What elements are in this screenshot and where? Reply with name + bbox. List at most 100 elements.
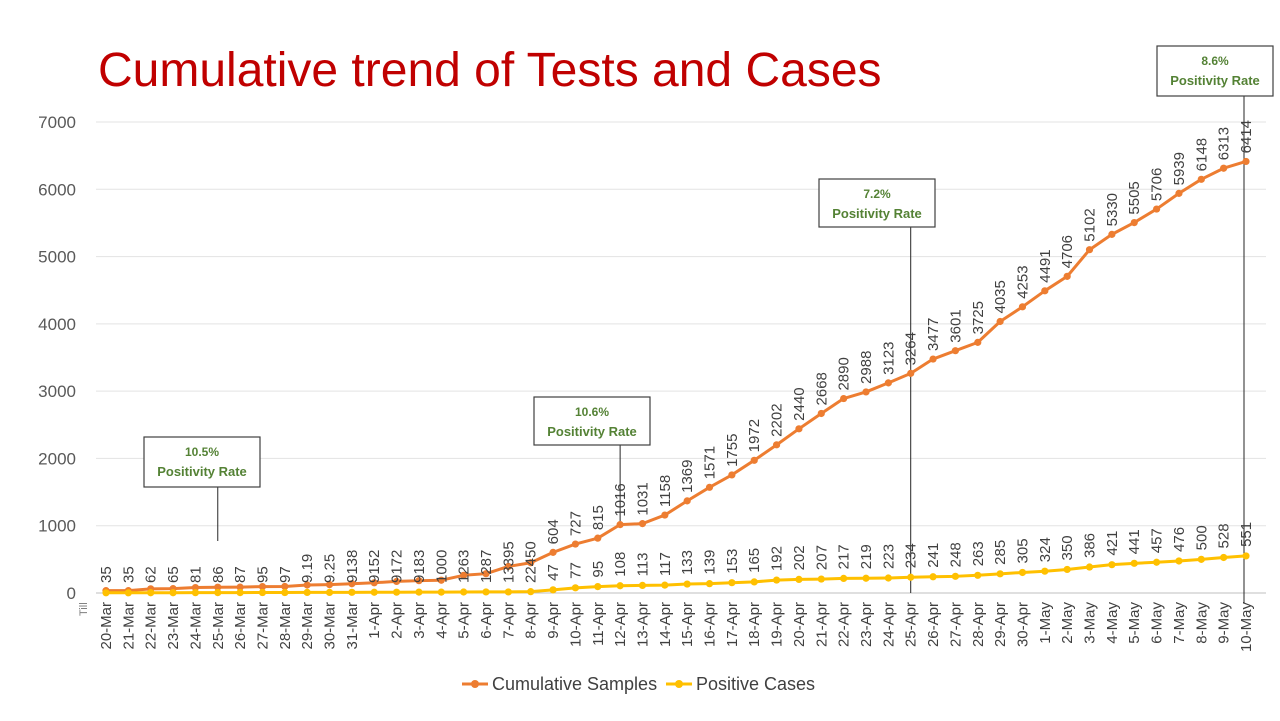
data-point: [258, 588, 267, 597]
x-tick-label: 12-Apr: [612, 602, 629, 647]
data-label: 77: [567, 562, 584, 579]
data-label: 500: [1193, 525, 1210, 550]
data-label: 350: [1059, 535, 1076, 560]
data-label: 62: [143, 566, 160, 583]
data-point: [683, 497, 691, 505]
data-point: [437, 576, 445, 584]
data-point: [929, 355, 937, 363]
data-point: [392, 588, 401, 596]
data-label: 727: [567, 511, 584, 536]
data-point: [1242, 552, 1250, 560]
data-point: [1220, 553, 1228, 562]
data-point: [124, 589, 132, 597]
data-point: [594, 534, 602, 542]
series-layer: [102, 157, 1250, 597]
data-point: [303, 588, 311, 596]
x-tick-label: 10-May: [1238, 602, 1255, 653]
data-label: 263: [970, 541, 987, 566]
data-point: [258, 583, 267, 591]
x-axis: 20-Mar 21-Mar 22-Mar 23-Mar 24-Mar 25-Mar 26-M…: [98, 602, 1255, 653]
x-tick-label: 14-Apr: [657, 602, 674, 647]
data-label: 5505: [1126, 181, 1143, 214]
chart-title: Cumulative trend of Tests and Cases: [98, 44, 882, 97]
x-tick-label: 24-Mar: [187, 602, 204, 650]
data-point: [750, 456, 758, 464]
data-label: 9152: [366, 550, 383, 583]
legend-item-cumulative-samples: Cumulative Samples: [462, 674, 657, 694]
data-label: 219: [858, 544, 875, 569]
data-point: [549, 586, 557, 594]
data-point: [549, 548, 557, 556]
data-point: [527, 559, 535, 567]
data-label: 1263: [456, 550, 473, 583]
data-label: 1972: [746, 419, 763, 452]
series-line-positive-cases: [106, 554, 1247, 595]
data-label: 95: [254, 566, 271, 583]
data-point: [1197, 175, 1205, 183]
x-tick-label: 1-Apr: [366, 602, 383, 639]
data-point: [616, 582, 624, 590]
data-point: [348, 580, 356, 588]
data-point: [974, 571, 982, 579]
callout-box: 7.2% Positivity Rate: [818, 178, 936, 228]
data-point: [460, 571, 468, 579]
data-label: 1000: [433, 550, 450, 583]
x-tick-label: 2-May: [1059, 602, 1076, 644]
data-point: [102, 589, 110, 597]
data-label: 192: [769, 546, 786, 571]
x-tick-label: 29-Apr: [992, 602, 1009, 647]
data-point: [661, 581, 669, 589]
legend-item-positive-cases: Positive Cases: [666, 674, 815, 694]
data-label: 421: [1104, 531, 1121, 556]
x-tick-label: 31-Mar: [344, 602, 361, 650]
callout-lines: [217, 96, 1245, 603]
data-label: 86: [210, 566, 227, 583]
x-tick-label: 25-Apr: [903, 602, 920, 647]
data-label: 5102: [1082, 208, 1099, 241]
data-label: 1755: [724, 434, 741, 467]
data-label: 35: [98, 566, 115, 583]
data-label: 3123: [880, 341, 897, 374]
data-point: [728, 579, 736, 587]
data-point: [862, 388, 870, 396]
x-tick-label: 27-Apr: [947, 602, 964, 647]
data-label: 2890: [836, 357, 853, 390]
data-point: [1018, 303, 1027, 311]
data-point: [1085, 563, 1094, 571]
data-label: 324: [1037, 537, 1054, 562]
x-tick-label: 6-May: [1149, 602, 1166, 644]
y-tick-label: 7000: [38, 113, 76, 132]
callout-text: Positivity Rate: [547, 424, 637, 439]
series-line-cumulative-samples: [106, 159, 1247, 593]
y-axis: 0 1000 2000 3000 4000 5000 6000 7000: [38, 113, 76, 603]
data-label: 386: [1082, 533, 1099, 558]
data-point: [907, 573, 915, 581]
x-tick-label: 24-Apr: [880, 602, 897, 647]
data-point: [1018, 568, 1027, 577]
data-point: [169, 589, 177, 597]
data-point: [1108, 230, 1116, 238]
callout-box: 10.5% Positivity Rate: [143, 436, 261, 488]
y-tick-label: 5000: [38, 248, 76, 267]
data-point: [482, 588, 490, 596]
data-point: [951, 572, 960, 580]
data-point: [683, 580, 691, 588]
x-tick-label: 7-May: [1171, 602, 1188, 644]
data-point: [750, 578, 758, 586]
data-point: [1063, 272, 1071, 280]
data-label: 476: [1171, 527, 1188, 552]
data-label: 4035: [992, 280, 1009, 313]
data-label: 65: [165, 566, 182, 583]
data-point: [325, 588, 334, 596]
x-tick-label: 26-Apr: [925, 602, 942, 647]
data-label: 551: [1238, 522, 1255, 547]
data-point: [415, 588, 423, 596]
data-label: 165: [746, 548, 763, 573]
data-point: [1175, 557, 1183, 565]
x-tick-label: 23-Apr: [858, 602, 875, 647]
data-label: 4706: [1059, 235, 1076, 268]
data-point: [840, 394, 848, 403]
data-point: [638, 581, 647, 589]
data-point: [392, 577, 401, 586]
